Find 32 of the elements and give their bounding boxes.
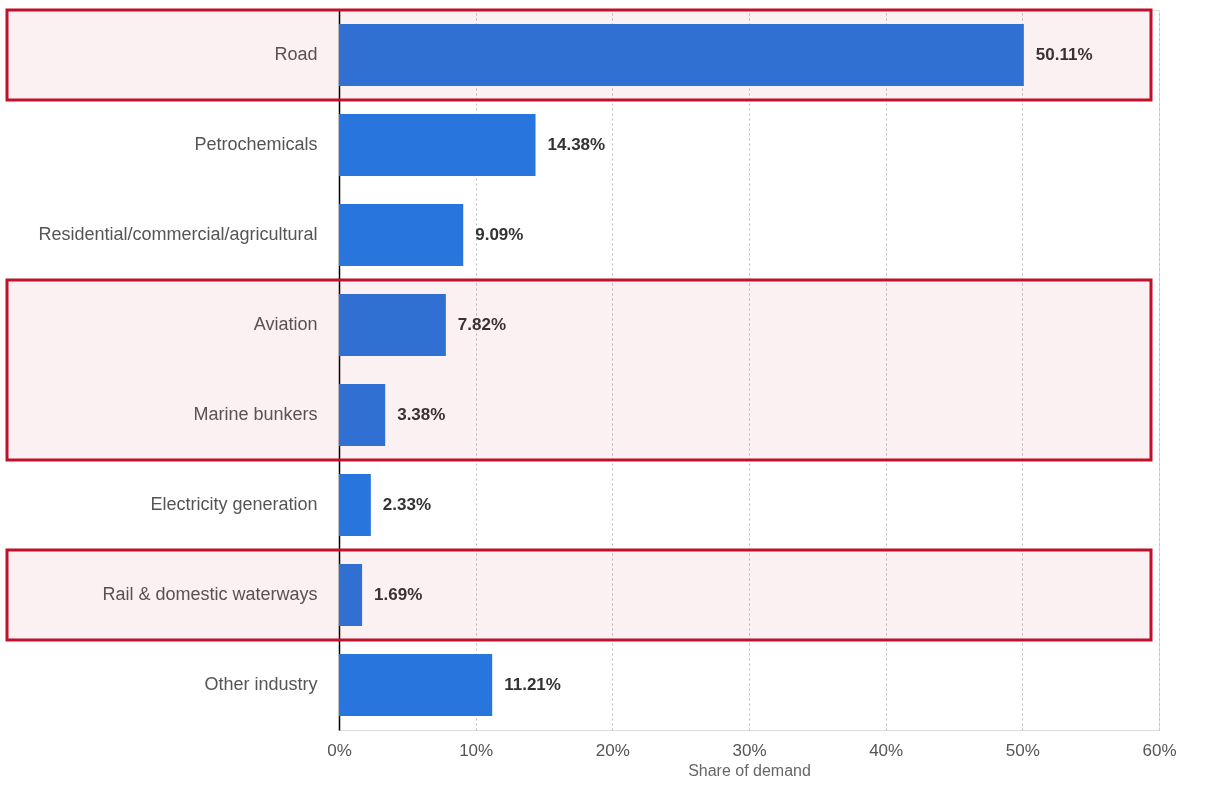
data-label: 2.33% [382, 495, 432, 514]
bar [339, 204, 464, 266]
data-label: 1.69% [374, 585, 423, 604]
bar [339, 654, 493, 716]
y-tick-label: Petrochemicals [194, 134, 318, 154]
x-tick-label: 40% [869, 740, 904, 760]
y-tick-label: Residential/commercial/agricultural [38, 224, 318, 244]
bar [339, 114, 536, 176]
bar [339, 24, 1024, 86]
bar [339, 384, 386, 446]
y-tick-label: Electricity generation [150, 494, 318, 514]
bar [339, 474, 371, 536]
data-label: 7.82% [457, 315, 507, 334]
y-tick-label: Aviation [253, 314, 318, 334]
data-label: 3.38% [397, 405, 446, 424]
data-label: 14.38% [547, 135, 606, 154]
y-tick-label: Other industry [204, 674, 318, 694]
y-tick-label: Rail & domestic waterways [102, 584, 318, 604]
bar [339, 564, 363, 626]
data-label: 11.21% [504, 675, 561, 694]
y-tick-label: Road [274, 44, 318, 64]
x-tick-label: 10% [459, 740, 494, 760]
data-label: 9.09% [475, 225, 524, 244]
x-tick-label: 60% [1142, 740, 1177, 760]
x-tick-label: 20% [595, 740, 630, 760]
x-tick-label: 30% [732, 740, 767, 760]
x-tick-label: 0% [327, 740, 352, 760]
x-axis-title: Share of demand [688, 761, 811, 779]
x-tick-label: 50% [1005, 740, 1040, 760]
y-tick-label: Marine bunkers [193, 404, 318, 424]
data-label: 50.11% [1035, 45, 1093, 64]
bar [339, 294, 446, 356]
